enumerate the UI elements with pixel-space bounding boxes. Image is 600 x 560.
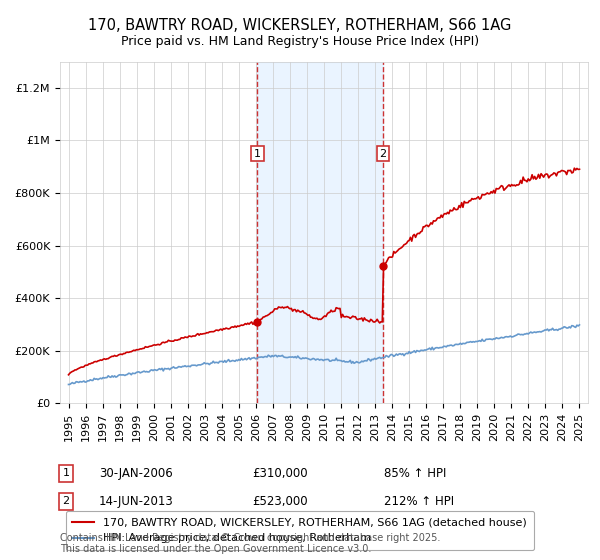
Text: 2: 2 <box>379 148 386 158</box>
Text: 1: 1 <box>62 468 70 478</box>
Text: Contains HM Land Registry data © Crown copyright and database right 2025.
This d: Contains HM Land Registry data © Crown c… <box>60 533 440 554</box>
Text: Price paid vs. HM Land Registry's House Price Index (HPI): Price paid vs. HM Land Registry's House … <box>121 35 479 49</box>
Text: 2: 2 <box>62 496 70 506</box>
Text: 85% ↑ HPI: 85% ↑ HPI <box>384 466 446 480</box>
Text: 14-JUN-2013: 14-JUN-2013 <box>99 494 174 508</box>
Bar <box>257 62 383 403</box>
Text: 1: 1 <box>254 148 261 158</box>
Text: £310,000: £310,000 <box>252 466 308 480</box>
Text: 30-JAN-2006: 30-JAN-2006 <box>99 466 173 480</box>
Text: 212% ↑ HPI: 212% ↑ HPI <box>384 494 454 508</box>
Text: £523,000: £523,000 <box>252 494 308 508</box>
Legend: 170, BAWTRY ROAD, WICKERSLEY, ROTHERHAM, S66 1AG (detached house), HPI: Average : 170, BAWTRY ROAD, WICKERSLEY, ROTHERHAM,… <box>65 511 534 550</box>
Text: 170, BAWTRY ROAD, WICKERSLEY, ROTHERHAM, S66 1AG: 170, BAWTRY ROAD, WICKERSLEY, ROTHERHAM,… <box>88 18 512 32</box>
